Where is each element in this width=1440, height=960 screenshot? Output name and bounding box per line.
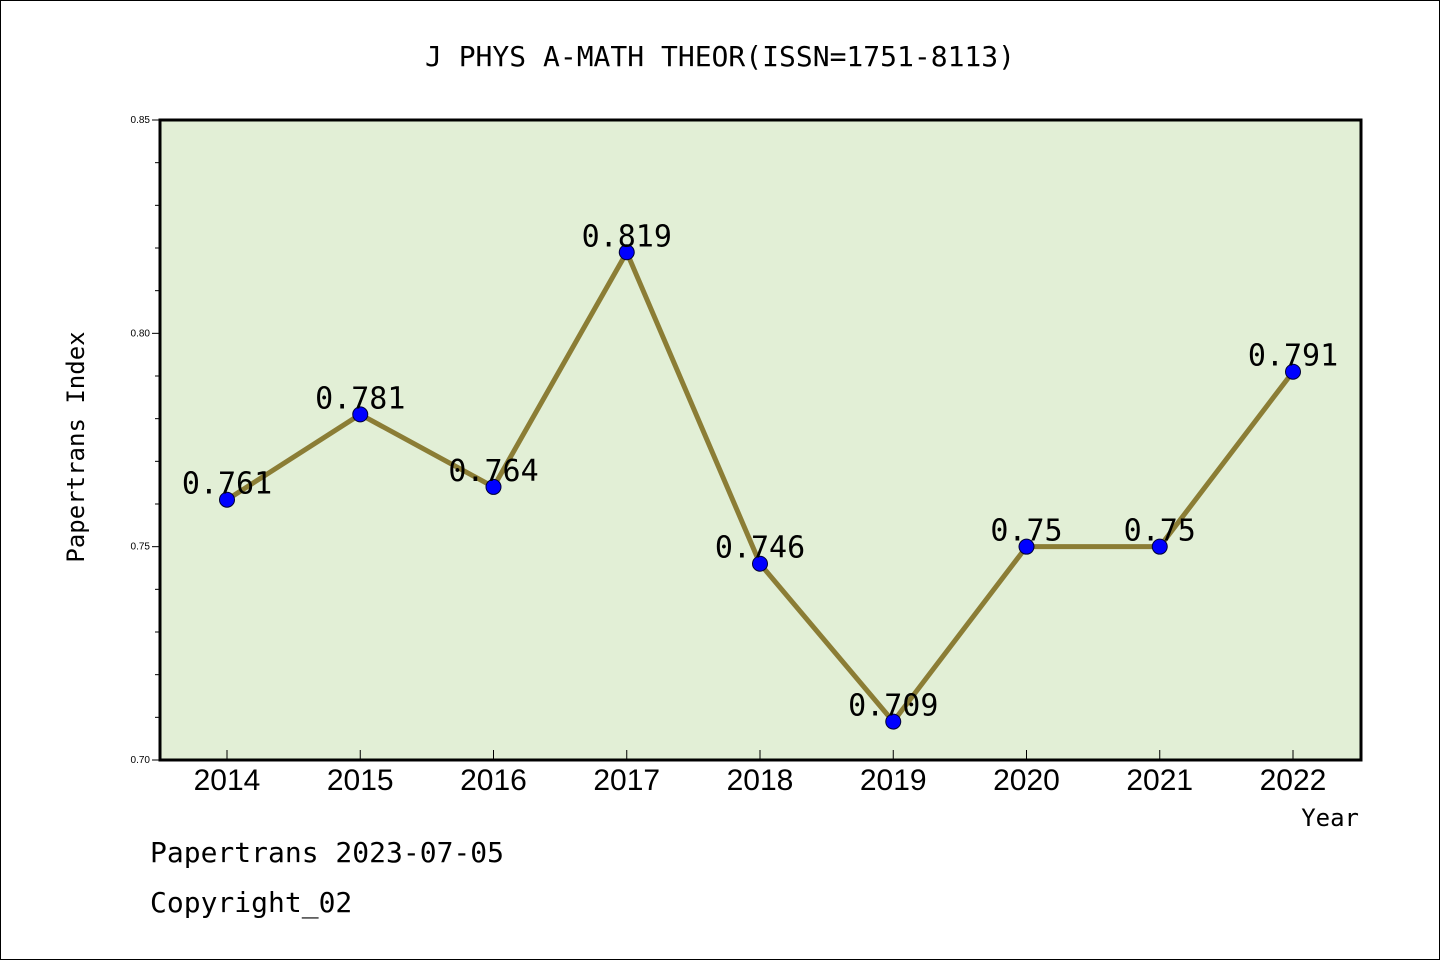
data-point <box>1285 363 1301 380</box>
x-tick-label: 2015 <box>327 764 394 797</box>
y-tick-label: 0.80 <box>131 328 151 339</box>
x-tick-label: 2022 <box>1260 764 1327 797</box>
data-point <box>352 406 369 423</box>
data-label: 0.791 <box>1248 339 1338 374</box>
data-point <box>885 713 902 730</box>
data-point <box>219 491 235 508</box>
x-tick-label: 2019 <box>860 764 927 797</box>
data-point <box>1018 538 1035 555</box>
x-tick-label: 2020 <box>993 764 1060 797</box>
x-axis-ticks: 2014 2015 2016 2017 2018 2019 2020 2021 2022 <box>194 750 1327 797</box>
data-point <box>618 244 635 261</box>
x-tick-label: 2018 <box>727 764 794 797</box>
x-tick-label: 2014 <box>194 764 261 797</box>
x-tick-label: 2017 <box>593 764 660 797</box>
y-axis-title: Papertrans Index <box>62 331 90 562</box>
data-label: 0.709 <box>848 689 938 724</box>
data-label: 0.75 <box>1124 514 1196 549</box>
data-label: 0.819 <box>582 219 672 254</box>
y-tick-label: 0.75 <box>131 542 151 553</box>
data-label: 0.75 <box>990 514 1062 549</box>
x-axis-title: Year <box>1301 804 1359 832</box>
y-tick-label: 0.70 <box>131 755 151 766</box>
data-label: 0.761 <box>182 467 272 502</box>
y-tick-label: 0.85 <box>131 115 151 126</box>
data-point <box>485 478 502 495</box>
data-label: 0.764 <box>448 454 538 489</box>
x-tick-label: 2021 <box>1126 764 1193 797</box>
chart-title: J PHYS A-MATH THEOR(ISSN=1751-8113) <box>425 40 1015 73</box>
plot-border <box>158 118 1363 762</box>
footer-copyright-text: Copyright_02 <box>150 886 353 919</box>
data-point <box>1151 538 1168 555</box>
series-group: 0.761 0.781 0.764 0.819 0.746 0.709 0.75 0.75 0.… <box>182 219 1338 730</box>
data-label: 0.746 <box>715 531 805 566</box>
data-point <box>752 555 768 572</box>
y-axis-ticks: 0.70 0.75 0.80 0.85 <box>131 115 160 766</box>
footer-date-text: Papertrans 2023-07-05 <box>150 836 505 869</box>
x-tick-label: 2016 <box>460 764 527 797</box>
data-label: 0.781 <box>315 381 405 416</box>
plot-area <box>160 120 1361 760</box>
